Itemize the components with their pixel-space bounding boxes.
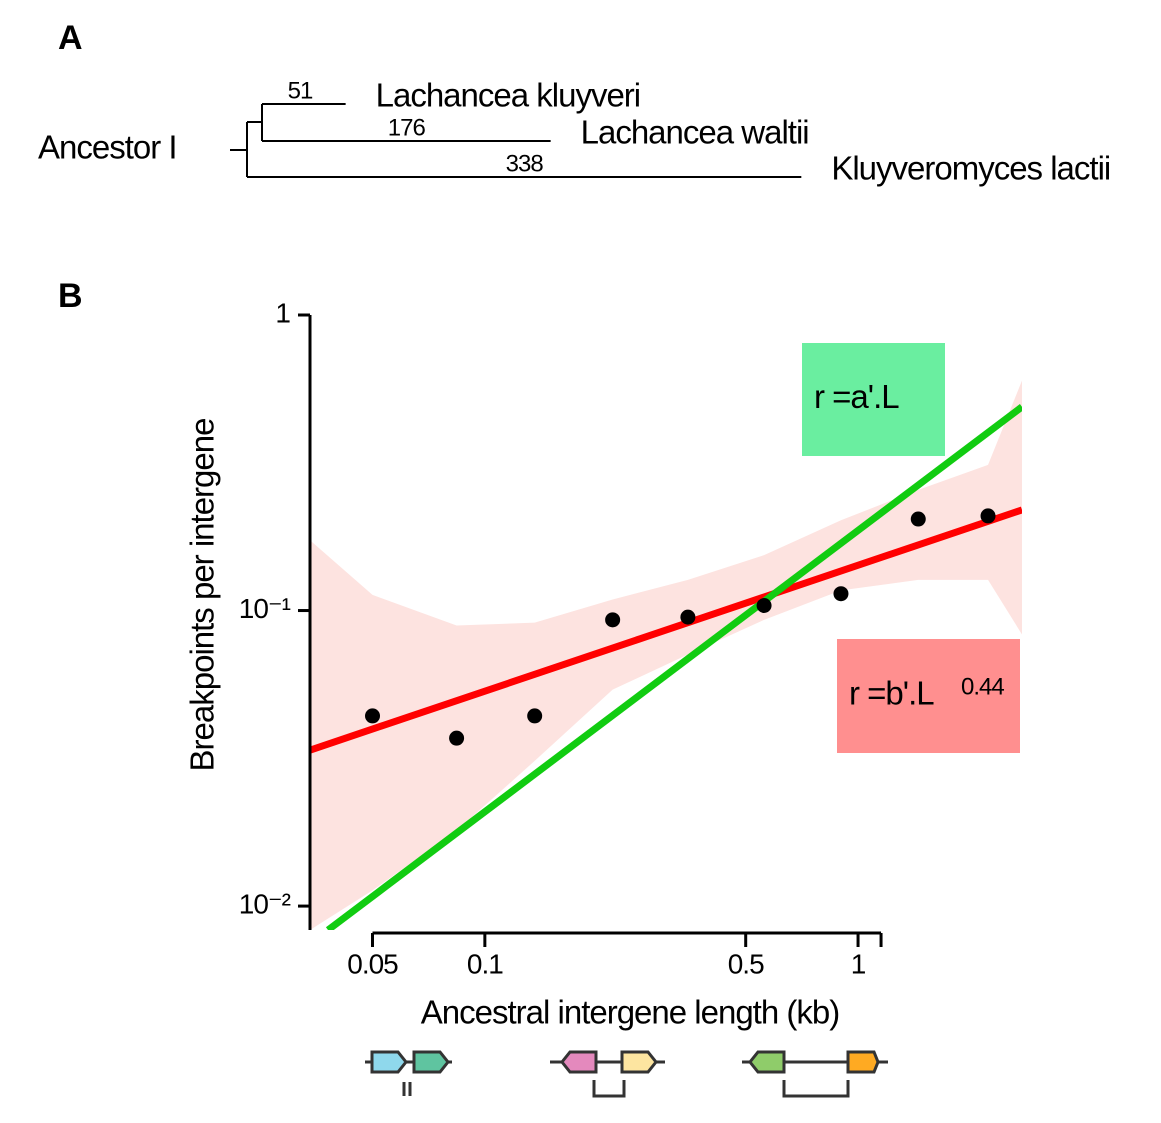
leaf-label: Lachancea waltii: [581, 114, 809, 151]
y-tick-label: 1: [275, 297, 290, 328]
panel-label: B: [58, 277, 83, 315]
data-point: [680, 609, 696, 625]
x-tick-label: 0.5: [728, 948, 764, 979]
data-point: [910, 511, 926, 527]
x-tick-label: 0.05: [347, 948, 398, 979]
y-tick-label: 10⁻¹: [239, 593, 291, 624]
branch-length: 51: [288, 77, 313, 104]
annotation-box: [837, 639, 1020, 753]
data-point: [605, 612, 621, 628]
fit-line: [310, 506, 1022, 754]
leaf-label: Kluyveromyces lactii: [831, 150, 1110, 187]
x-tick-label: 0.1: [467, 948, 503, 979]
gene-icons: [365, 1050, 888, 1098]
data-point: [833, 586, 849, 602]
y-tick-label: 10⁻²: [239, 888, 291, 919]
x-axis-label: Ancestral intergene length (kb): [421, 994, 839, 1031]
data-point: [756, 598, 772, 614]
data-point: [527, 708, 543, 724]
branch-length: 338: [506, 150, 544, 177]
branch-length: 176: [388, 114, 426, 141]
data-point: [980, 508, 996, 524]
y-axis-label: Breakpoints per intergene: [184, 419, 221, 772]
plot-area: [310, 380, 1022, 930]
data-point: [449, 730, 465, 746]
panel-label: A: [58, 19, 83, 57]
annotation-exponent: 0.44: [961, 673, 1004, 700]
tree-root-label: Ancestor I: [38, 129, 177, 166]
confidence-band: [310, 380, 1022, 930]
x-tick-label: 1: [851, 948, 866, 979]
leaf-label: Lachancea kluyveri: [376, 77, 641, 114]
data-point: [365, 708, 381, 724]
annotation-text: r =b'.L: [849, 675, 934, 712]
annotation-text: r =a'.L: [814, 378, 899, 415]
fit-line: [325, 404, 1022, 930]
annotation-box: [802, 343, 945, 456]
